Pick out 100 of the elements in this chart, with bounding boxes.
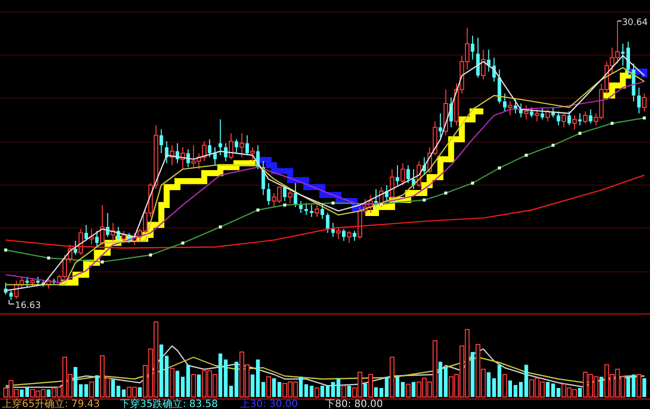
point: [642, 116, 646, 120]
candlestick: [534, 108, 540, 122]
bar: [390, 356, 394, 398]
text: 上穿65升确立: 79.43: [2, 398, 100, 409]
candlestick: [240, 132, 244, 158]
point: [552, 144, 555, 147]
candlestick: [228, 132, 234, 160]
bar: [159, 344, 164, 397]
candlestick: [524, 104, 529, 120]
bar: [502, 374, 508, 398]
bar: [412, 382, 416, 397]
candlestick: [406, 164, 410, 184]
point: [149, 253, 152, 256]
bar: [266, 376, 272, 398]
point: [578, 132, 582, 135]
point: [422, 198, 426, 202]
annotation: 30.64: [622, 18, 648, 28]
candlestick: [245, 134, 249, 156]
bar: [642, 378, 646, 397]
point: [332, 202, 335, 205]
point: [610, 122, 614, 125]
bar: [89, 382, 94, 398]
candlestick: [583, 110, 588, 124]
candlestick: [160, 128, 164, 154]
candlestick: [637, 87, 641, 114]
candlestick: [294, 182, 298, 208]
bar: [341, 385, 346, 398]
candlestick: [213, 146, 217, 166]
candlestick: [208, 138, 212, 158]
candlestick: [400, 162, 406, 186]
candlestick: [25, 276, 29, 288]
candlestick: [84, 224, 88, 242]
candlestick: [282, 184, 287, 202]
candlestick: [540, 106, 544, 120]
candlestick: [503, 92, 507, 112]
candlestick: [578, 112, 582, 126]
candlestick: [390, 168, 394, 200]
point: [444, 192, 448, 195]
candlestick: [288, 190, 292, 204]
point: [498, 166, 501, 170]
bar: [95, 375, 99, 397]
candlestick: [9, 290, 13, 300]
candlestick: [396, 164, 400, 186]
point: [47, 256, 50, 260]
candlestick: [314, 204, 320, 218]
text: 下80: 80.00: [325, 399, 383, 409]
bar: [368, 374, 373, 398]
point: [218, 225, 222, 228]
point: [256, 208, 260, 212]
point: [471, 182, 474, 185]
bar: [186, 364, 190, 397]
bar: [20, 390, 24, 397]
candlestick: [481, 49, 486, 80]
candlestick: [346, 230, 352, 244]
candlestick: [310, 204, 314, 218]
candlestick: [352, 230, 356, 242]
candlestick: [266, 182, 270, 206]
bar: [347, 386, 352, 397]
candlestick: [562, 112, 566, 128]
candlestick: [626, 41, 630, 76]
candlestick: [95, 230, 99, 248]
bar: [197, 374, 201, 397]
text: 16.63: [15, 301, 41, 311]
bar: [46, 390, 50, 397]
candlestick: [304, 202, 308, 216]
bar: [363, 384, 368, 397]
candlestick: [508, 100, 512, 116]
text: 上30: 30.00: [240, 398, 298, 409]
candlestick: [572, 114, 577, 130]
point: [283, 204, 286, 207]
candlestick: [234, 138, 238, 154]
candlestick: [299, 200, 303, 214]
text: 下穿35跌确立: 83.58: [120, 398, 218, 409]
candlestick: [250, 146, 255, 162]
bar: [470, 352, 474, 397]
candlestick: [74, 240, 78, 256]
bar: [170, 368, 174, 398]
bar: [191, 374, 196, 398]
bar: [384, 376, 389, 397]
candlestick: [530, 106, 534, 118]
point: [181, 242, 184, 245]
point: [4, 248, 8, 252]
bar: [298, 376, 303, 397]
candlestick: [621, 43, 625, 66]
bar: [138, 387, 142, 397]
bar: [314, 388, 320, 398]
candlestick: [470, 35, 474, 60]
bar: [406, 384, 411, 398]
bar: [84, 384, 88, 397]
bar: [320, 386, 324, 397]
candlestick: [331, 222, 335, 238]
candlestick: [326, 212, 330, 234]
candlestick: [438, 112, 442, 138]
candlestick: [121, 230, 126, 244]
candlestick: [476, 37, 480, 78]
candlestick: [498, 69, 502, 104]
bar: [25, 387, 30, 397]
candlestick: [519, 102, 523, 118]
bar: [164, 356, 169, 397]
point: [524, 154, 528, 157]
